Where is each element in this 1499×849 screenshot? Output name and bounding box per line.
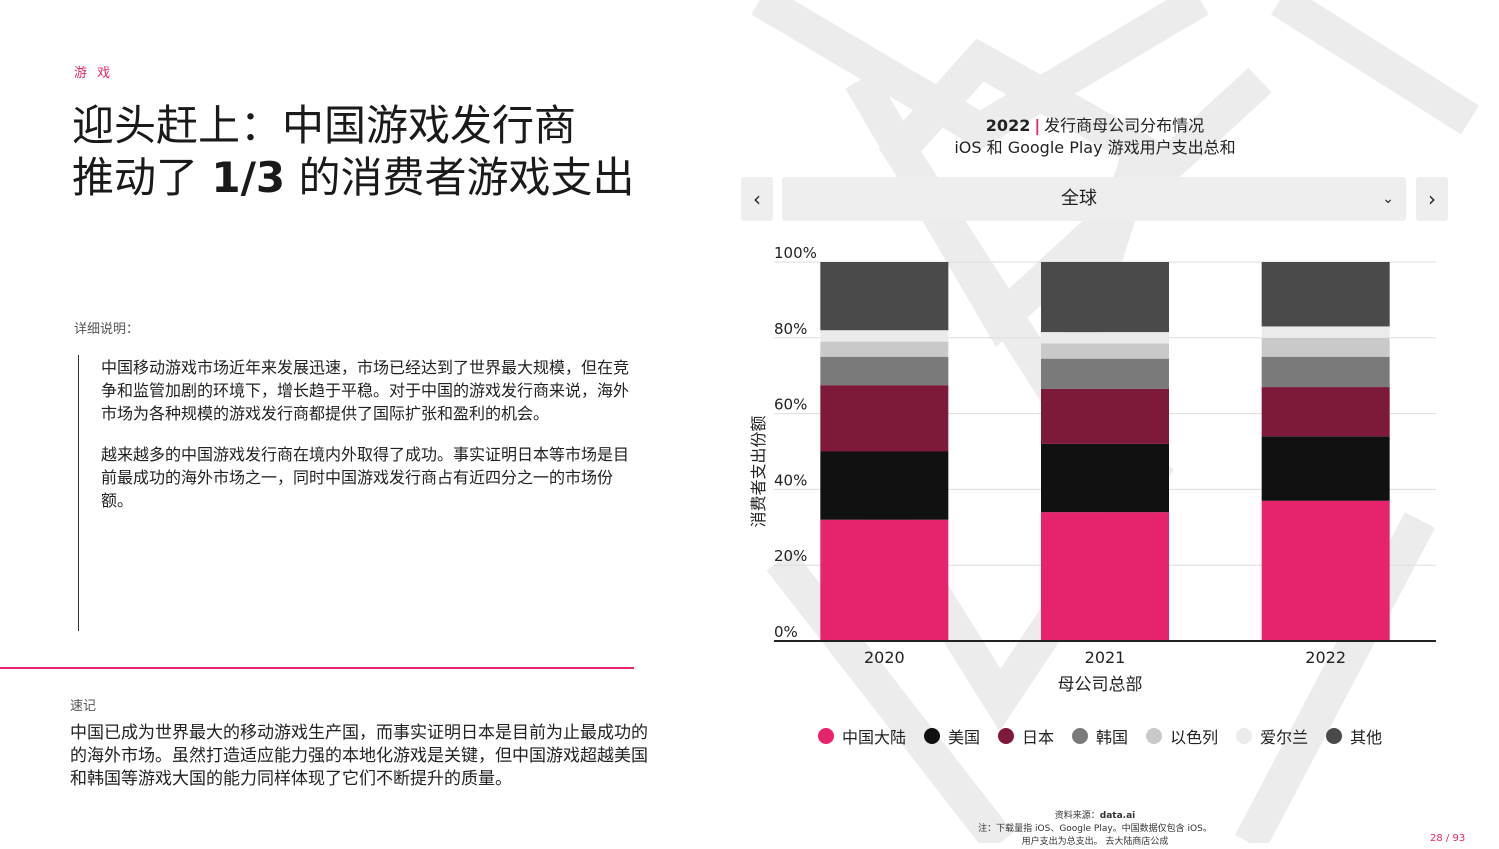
source-footnote-2: 用户支出为总支出。 去大陆商店公成	[1021, 837, 1169, 847]
chart-title-separator: |	[1034, 116, 1041, 135]
bar-segment	[1261, 436, 1390, 501]
y-tick-label: 40%	[774, 471, 807, 489]
y-tick-label: 20%	[774, 547, 807, 565]
bar-segment	[1041, 262, 1169, 333]
bar-segment	[1261, 326, 1390, 338]
title-line-2-suffix: 的消费者游戏支出	[285, 153, 635, 202]
x-tick-label: 2021	[1085, 648, 1126, 667]
source-footnote: 注：下载量指 iOS、Google Play。中国数据仅包含 iOS。	[978, 824, 1212, 834]
legend-label: 中国大陆	[842, 728, 907, 747]
section-divider	[0, 667, 634, 669]
bar-segment	[820, 451, 949, 520]
title-line-2-prefix: 推动了	[72, 153, 212, 202]
legend-item: 日本	[998, 724, 1054, 748]
source-label: 资料来源：	[1054, 811, 1100, 821]
legend-swatch	[998, 728, 1015, 744]
y-tick-label: 0%	[774, 623, 798, 641]
bar-segment	[1041, 388, 1169, 444]
y-tick-label: 100%	[774, 244, 817, 262]
chevron-down-icon: ⌄	[1382, 191, 1394, 207]
bar-segment	[1261, 500, 1390, 641]
legend-item: 爱尔兰	[1236, 724, 1308, 748]
previous-button[interactable]: ‹	[741, 177, 773, 221]
page-title: 迎头赶上：中国游戏发行商 推动了 1/3 的消费者游戏支出	[72, 100, 672, 204]
bar-segment	[1261, 262, 1390, 327]
legend-swatch	[818, 728, 834, 744]
legend-swatch	[1072, 728, 1089, 744]
chart-title-main: 发行商母公司分布情况	[1044, 116, 1205, 135]
source-note: 资料来源：data.ai 注：下载量指 iOS、Google Play。中国数据…	[900, 810, 1290, 849]
bar-segment	[1261, 356, 1390, 388]
legend-swatch	[1236, 728, 1253, 744]
bar-segment	[1041, 332, 1169, 344]
bar-segment	[1041, 343, 1169, 359]
y-tick-label: 80%	[774, 320, 807, 338]
title-line-1: 迎头赶上：中国游戏发行商	[72, 101, 577, 150]
source-name: data.ai	[1099, 811, 1136, 821]
chart-subtitle: iOS 和 Google Play 游戏用户支出总和	[954, 138, 1236, 157]
region-dropdown[interactable]: 全球 ⌄	[782, 177, 1406, 221]
stacked-bar-chart: 0% 20% 40% 60% 80% 100% 2020 2021 2022 母公司总部 消费者支出…	[749, 244, 1436, 695]
legend-item: 中国大陆	[818, 724, 906, 748]
chart-title: 2022 | 发行商母公司分布情况 iOS 和 Google Play 游戏用户支出…	[880, 115, 1310, 159]
x-axis-label: 母公司总部	[1058, 675, 1143, 695]
details-paragraph-1: 中国移动游戏市场近年来发展迅速，市场已经达到了世界最大规模，但在竞争和监管加剧的…	[101, 358, 630, 423]
legend-label: 其他	[1350, 728, 1383, 747]
bar-segment	[820, 356, 949, 386]
title-line-2-highlight: 1/3	[211, 153, 286, 202]
legend-item: 美国	[924, 724, 980, 748]
quick-note-label: 速记	[70, 699, 97, 714]
bar-segment	[1261, 337, 1390, 357]
chart-legend: 中国大陆 美国 日本 韩国 以色列 爱尔兰 其他	[818, 724, 1382, 748]
bar-segment	[820, 341, 949, 357]
bar-segment	[1041, 512, 1169, 641]
region-selected-value: 全球	[1061, 188, 1097, 209]
details-paragraph-2: 越来越多的中国游戏发行商在境内外取得了成功。事实证明日本等市场是目前最成功的海外…	[101, 445, 630, 510]
bar-segment	[1041, 443, 1169, 513]
legend-swatch	[1326, 728, 1343, 744]
legend-swatch	[1146, 728, 1163, 744]
page-number: 28 / 93	[1430, 833, 1466, 844]
section-tag: 游 戏	[74, 66, 114, 81]
details-label: 详细说明：	[74, 322, 140, 337]
legend-label: 日本	[1022, 728, 1055, 747]
bar-segment	[820, 519, 949, 641]
bar-segment	[820, 262, 949, 331]
bar-segment	[820, 385, 949, 452]
legend-item: 以色列	[1146, 724, 1218, 748]
next-button[interactable]: ›	[1416, 177, 1448, 221]
x-tick-label: 2022	[1305, 648, 1346, 667]
legend-item: 韩国	[1072, 724, 1128, 748]
bar-segment	[1041, 358, 1169, 389]
y-axis-label: 消费者支出份额	[749, 415, 768, 527]
legend-label: 以色列	[1170, 728, 1219, 747]
legend-swatch	[924, 728, 941, 744]
legend-label: 爱尔兰	[1260, 728, 1309, 747]
legend-label: 韩国	[1096, 728, 1129, 747]
quick-note-text: 中国已成为世界最大的移动游戏生产国，而事实证明日本是目前为止最成功的的海外市场。…	[70, 723, 648, 789]
x-tick-label: 2020	[864, 648, 905, 667]
chart-title-year: 2022	[985, 116, 1031, 135]
details-body: 中国移动游戏市场近年来发展迅速，市场已经达到了世界最大规模，但在竞争和监管加剧的…	[101, 356, 629, 530]
details-divider	[78, 355, 79, 631]
bar-segment	[820, 330, 949, 342]
y-tick-label: 60%	[774, 396, 807, 414]
legend-item: 其他	[1326, 724, 1382, 748]
bar-segment	[1261, 387, 1390, 437]
legend-label: 美国	[948, 728, 981, 747]
